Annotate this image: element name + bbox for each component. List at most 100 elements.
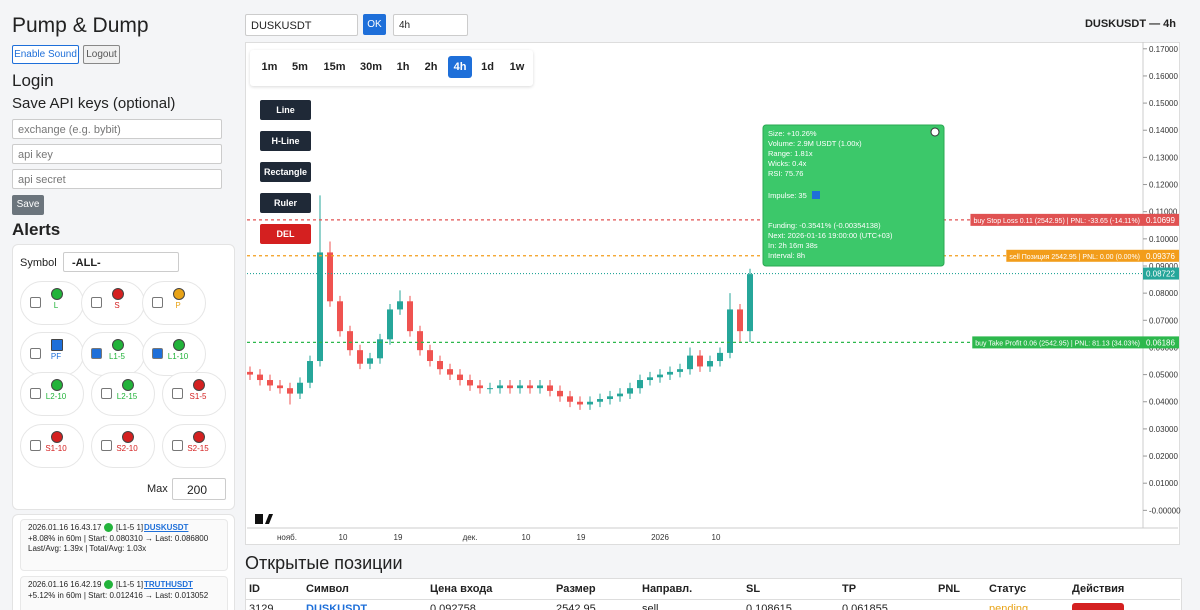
alert-status [193, 379, 205, 391]
symbol-label: Symbol [20, 257, 57, 269]
candle-body [487, 388, 493, 390]
ok-button[interactable]: OK [363, 14, 386, 35]
x-tick-label: 19 [577, 533, 586, 542]
tooltip-line: Size: +10.26% [768, 129, 817, 138]
sound-button[interactable]: Enable Sound [12, 45, 79, 64]
candle-body [467, 380, 473, 386]
candle-body [687, 355, 693, 370]
symbol-input[interactable]: DUSKUSDT [245, 14, 358, 36]
alert-label: L1-5 [108, 352, 125, 361]
timeframe-button[interactable]: 30m [359, 61, 383, 73]
symbol-select[interactable]: -ALL- [63, 252, 179, 272]
tool-button[interactable]: Line [260, 100, 311, 120]
alert-checkbox[interactable] [91, 348, 102, 359]
y-tick-label: 0.13000 [1149, 153, 1178, 162]
tool-button[interactable]: Rectangle [260, 162, 311, 182]
alert-checkbox[interactable] [152, 297, 163, 308]
table-header: Статус [989, 583, 1027, 595]
save-button[interactable]: Save [12, 195, 44, 215]
log-line: Last/Avg: 1.39x | Total/Avg: 1.03x [28, 544, 147, 553]
exchange-input[interactable]: exchange (e.g. bybit) [12, 119, 222, 139]
alert-checkbox[interactable] [30, 348, 41, 359]
alert-checkbox[interactable] [101, 388, 112, 399]
alert-label: PF [50, 352, 62, 361]
tool-button[interactable]: Ruler [260, 193, 311, 213]
max-input[interactable]: 200 [172, 478, 226, 500]
alert-label: P [175, 301, 181, 310]
timeframe-button[interactable]: 1d [481, 61, 494, 73]
timeframe-button[interactable]: 1w [509, 61, 525, 73]
log-symbol[interactable]: TRUTHUSDT [144, 580, 193, 589]
x-tick-label: 10 [522, 533, 531, 542]
alert-label: S1-10 [45, 444, 67, 453]
alert-checkbox[interactable] [91, 297, 102, 308]
y-tick-label: 0.01000 [1149, 479, 1178, 488]
chart-frame [245, 42, 1180, 545]
timeframe-button[interactable]: 15m [323, 61, 346, 73]
table-cell: 0.061855 [842, 603, 888, 610]
api-heading: Save API keys (optional) [12, 95, 176, 112]
candle-body [537, 385, 543, 389]
tooltip-line: Interval: 8h [768, 251, 805, 260]
app-title: Pump & Dump [12, 14, 149, 37]
alert-checkbox[interactable] [172, 440, 183, 451]
api-secret-input[interactable]: api secret [12, 169, 222, 189]
alert-checkbox[interactable] [30, 297, 41, 308]
x-tick-label: 10 [339, 533, 348, 542]
logout-button[interactable]: Logout [83, 45, 120, 64]
chart-logo [265, 514, 273, 524]
table-cell: sell [642, 603, 659, 610]
candle-body [347, 331, 353, 351]
tool-button[interactable]: H-Line [260, 131, 311, 151]
alert-status [51, 431, 63, 443]
y-tick-label: 0.14000 [1149, 126, 1178, 135]
log-symbol[interactable]: DUSKUSDT [144, 523, 189, 532]
candle-body [677, 369, 683, 372]
y-tick-label: 0.05000 [1149, 371, 1178, 380]
positions-table [245, 578, 1182, 610]
timeframe-button[interactable]: 2h [424, 61, 438, 73]
chart-logo [255, 514, 263, 524]
alert-label: S [114, 301, 120, 310]
tooltip-help [930, 127, 940, 137]
candle-body [297, 382, 303, 394]
api-key-input[interactable]: api key [12, 144, 222, 164]
candle-body [317, 252, 323, 362]
candle-body [607, 396, 613, 400]
candle-body [447, 369, 453, 375]
alert-checkbox[interactable] [101, 440, 112, 451]
tool-button[interactable]: DEL [260, 224, 311, 244]
candle-body [647, 377, 653, 381]
impulse-icon [812, 191, 820, 199]
price-level-value: 0.08722 [1146, 270, 1175, 279]
alert-label: L1-10 [167, 352, 189, 361]
alert-checkbox[interactable] [30, 440, 41, 451]
alert-label: S1-5 [189, 392, 207, 401]
x-tick-label: нояб. [277, 533, 297, 542]
alert-checkbox[interactable] [152, 348, 163, 359]
alert-checkbox[interactable] [172, 388, 183, 399]
timeframe-button[interactable]: 1m [261, 61, 278, 73]
action-button[interactable] [1072, 603, 1124, 610]
price-level-label [972, 336, 1143, 349]
alert-checkbox[interactable] [30, 388, 41, 399]
table-cell[interactable]: DUSKUSDT [306, 603, 368, 610]
candle-body [417, 331, 423, 351]
table-header: Размер [556, 583, 596, 595]
interval-select[interactable]: 4h [393, 14, 468, 36]
timeframe-button[interactable]: 4h [448, 56, 472, 78]
timeframe-button[interactable]: 1h [396, 61, 410, 73]
tooltip-line: Range: 1.81x [768, 149, 813, 158]
log-line: +8.08% in 60m | Start: 0.080310 → Last: … [28, 534, 209, 543]
table-rule [245, 599, 1180, 600]
log-status [104, 523, 113, 532]
candle-body [257, 374, 263, 381]
timeframe-button[interactable]: 5m [292, 61, 308, 73]
alert-status [122, 431, 134, 443]
candle-body [267, 380, 273, 386]
tooltip-line: Next: 2026-01-16 19:00:00 (UTC+03) [768, 231, 893, 240]
log-tag: [L1-5 1] [116, 580, 144, 589]
tooltip [762, 124, 945, 267]
